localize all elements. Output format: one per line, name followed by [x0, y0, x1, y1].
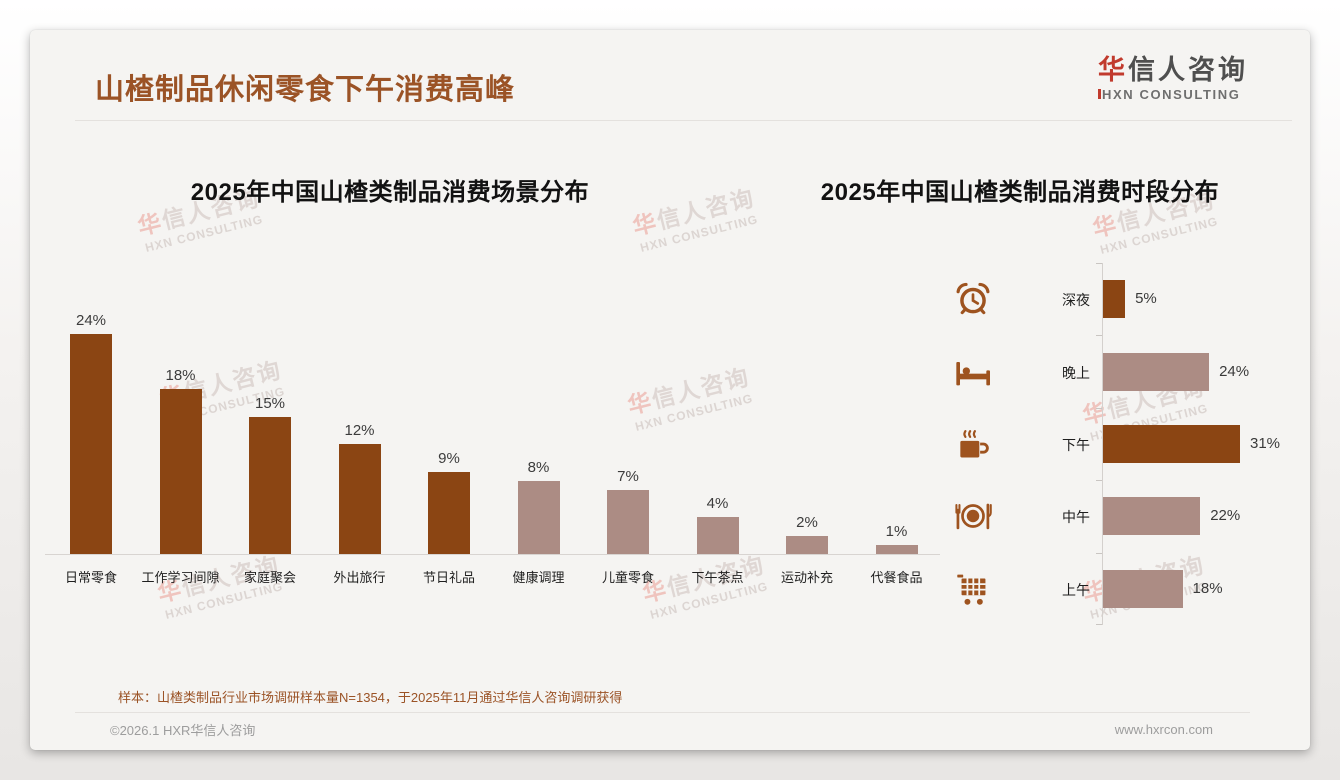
scene-chart-plot: 24% 日常零食 18% 工作学习间隙 15% 家庭聚会 12% 外出旅行 9% 节日礼品 8% 健康… — [45, 312, 940, 586]
scene-bar-9: 2% 运动补充 — [781, 514, 833, 585]
time-axis-tick — [1096, 408, 1102, 409]
time-bar-value: 24% — [1219, 363, 1250, 380]
shopping-cart-icon — [950, 569, 996, 609]
time-bar-value: 18% — [1192, 580, 1223, 597]
time-axis-tick — [1096, 624, 1102, 625]
scene-bar-value: 8% — [527, 458, 550, 476]
time-bar-5 — [1103, 570, 1183, 608]
time-category: 上午 — [1062, 582, 1090, 598]
time-bar-value: 31% — [1250, 435, 1281, 452]
time-category: 下午 — [1062, 437, 1090, 453]
bed-icon — [950, 352, 996, 392]
scene-bar-value: 1% — [885, 522, 908, 540]
scene-bar-8: 4% 下午茶点 — [691, 495, 743, 585]
scene-bar-category: 家庭聚会 — [243, 570, 297, 585]
coffee-cup-icon — [950, 424, 996, 464]
footer-divider — [75, 712, 1250, 713]
time-bar-4 — [1103, 497, 1201, 535]
time-chart-plot: 深夜 5% 晚上 24% 下午 31% 中午 22% 上午 18% — [950, 263, 1320, 625]
dining-plate-icon — [950, 496, 996, 536]
time-bar-3 — [1103, 425, 1240, 463]
scene-bar-6: 8% 健康调理 — [512, 459, 564, 585]
logo-cn-rest: 信人咨询 — [1128, 55, 1248, 85]
page-title: 山楂制品休闲零食下午消费高峰 — [95, 74, 516, 106]
time-bar-value: 5% — [1135, 290, 1157, 307]
scene-bar-value: 15% — [254, 394, 286, 412]
sample-footnote: 样本：山楂类制品行业市场调研样本量N=1354，于2025年11月通过华信人咨询… — [118, 690, 623, 705]
scene-chart-title: 2025年中国山楂类制品消费场景分布 — [190, 179, 590, 206]
scene-bar-category: 运动补充 — [780, 570, 834, 585]
scene-chart-baseline — [45, 554, 940, 555]
scene-bar-value: 18% — [165, 367, 196, 384]
scene-bar-3: 15% 家庭聚会 — [244, 395, 296, 586]
time-bar-2 — [1103, 353, 1210, 391]
scene-bar-2: 18% 工作学习间隙 — [141, 367, 219, 585]
scene-bar-4: 12% 外出旅行 — [333, 422, 385, 585]
time-axis-tick — [1096, 263, 1102, 264]
alarm-clock-icon — [950, 279, 996, 319]
scene-bar-10: 1% 代餐食品 — [870, 523, 922, 585]
logo-en-text: HXN CONSULTING — [1098, 87, 1248, 102]
time-category: 晚上 — [1062, 365, 1090, 381]
scene-bar-value: 24% — [75, 312, 107, 329]
scene-bar-7: 7% 儿童零食 — [602, 468, 654, 585]
scene-bar-category: 日常零食 — [64, 570, 118, 585]
copyright-text: ©2026.1 HXR华信人咨询 — [110, 723, 256, 738]
scene-bar-category: 下午茶点 — [691, 570, 744, 585]
time-chart-axis — [1102, 263, 1103, 625]
company-logo: 华信人咨询 HXN CONSULTING — [1098, 55, 1248, 102]
logo-en-accent-mark — [1098, 89, 1101, 100]
report-card: 华信人咨询 HXN CONSULTING 华信人咨询 HXN CONSULTING 华信… — [30, 30, 1310, 750]
scene-bar-category: 健康调理 — [512, 570, 565, 585]
website-text: www.hxrcon.com — [1114, 722, 1213, 737]
scene-bar-value: 2% — [796, 513, 818, 531]
scene-bar-value: 9% — [438, 449, 460, 467]
scene-bar-1: 24% 日常零食 — [65, 312, 117, 585]
scene-bar-value: 4% — [706, 495, 729, 513]
time-bar-1 — [1103, 280, 1126, 318]
scene-bar-value: 7% — [617, 467, 639, 485]
logo-en-label: HXN CONSULTING — [1102, 86, 1241, 102]
time-bar-value: 22% — [1210, 507, 1241, 524]
time-axis-tick — [1096, 335, 1102, 336]
time-category: 深夜 — [1062, 292, 1090, 308]
time-axis-tick — [1096, 480, 1102, 481]
scene-bar-value: 12% — [344, 422, 375, 439]
scene-bar-category: 节日礼品 — [422, 570, 476, 585]
logo-cn-text: 华信人咨询 — [1098, 55, 1248, 86]
time-chart-title: 2025年中国山楂类制品消费时段分布 — [820, 179, 1220, 206]
header-divider — [75, 120, 1292, 121]
scene-bar-category: 工作学习间隙 — [141, 570, 220, 585]
logo-cn-accent: 华 — [1098, 55, 1128, 85]
scene-bar-5: 9% 节日礼品 — [423, 450, 475, 586]
scene-bar-category: 儿童零食 — [601, 570, 655, 585]
scene-bar-category: 代餐食品 — [870, 570, 923, 585]
time-axis-tick — [1096, 553, 1102, 554]
scene-bar-category: 外出旅行 — [333, 570, 386, 585]
time-category: 中午 — [1062, 509, 1090, 525]
